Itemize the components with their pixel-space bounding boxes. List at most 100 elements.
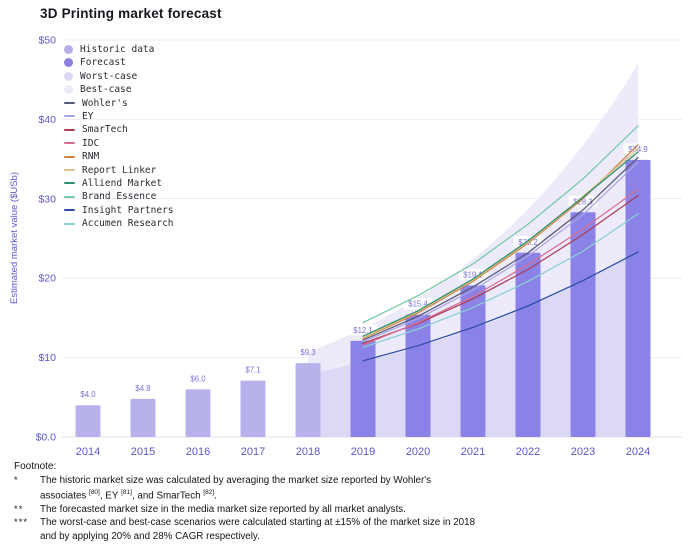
y-tick-label: $20 bbox=[38, 273, 56, 285]
historic-bar bbox=[75, 405, 101, 437]
legend-item-insight-partners: Insight Partners bbox=[64, 205, 174, 216]
legend-item-worst-case: Worst-case bbox=[64, 71, 174, 82]
legend-label: SmarTech bbox=[82, 124, 128, 136]
legend-circle-marker bbox=[64, 71, 73, 81]
y-tick-label: $40 bbox=[38, 114, 56, 126]
bar-value-label: $15.4 bbox=[408, 300, 428, 309]
legend-line-marker bbox=[64, 115, 75, 118]
footnote-citation: [81] bbox=[121, 488, 132, 496]
x-tick-label: 2018 bbox=[296, 446, 320, 458]
bar-value-label: $28.3 bbox=[573, 197, 593, 206]
bars: $4.0$4.8$6.0$7.1$9.3$12.1$15.4$19.1$23.2… bbox=[75, 143, 653, 438]
legend-item-idc: IDC bbox=[64, 138, 174, 149]
legend-label: Historic data bbox=[80, 44, 155, 55]
series-line-insight-partners bbox=[362, 251, 639, 362]
x-tick-label: 2021 bbox=[461, 446, 485, 458]
series-line-report-linker bbox=[362, 148, 639, 339]
forecast-bar bbox=[570, 212, 596, 437]
legend-label: Best-case bbox=[80, 84, 132, 96]
legend-label: Worst-case bbox=[80, 70, 138, 82]
historic-bar bbox=[185, 389, 211, 437]
footnote-items: * The historic market size was calculated… bbox=[14, 474, 574, 544]
x-axis-ticks: 2014 2015 2016 2017 2018 2019 2020 2021 2022 2023… bbox=[76, 446, 650, 458]
y-axis-ticks: $0.0 $10 $20 $30 $40 $50 bbox=[36, 35, 57, 444]
legend-line-marker bbox=[64, 102, 75, 105]
legend-label: EY bbox=[82, 110, 94, 122]
footnote-text: The worst-case and best-case scenarios w… bbox=[40, 517, 476, 543]
historic-bar bbox=[240, 380, 266, 437]
legend-label: RNM bbox=[82, 151, 100, 163]
forecast-bar bbox=[460, 285, 486, 437]
x-tick-label: 2016 bbox=[186, 446, 210, 458]
footnote-text: The historic market size was calculated … bbox=[40, 475, 432, 501]
legend-line-marker bbox=[64, 155, 75, 158]
x-tick-label: 2024 bbox=[626, 446, 650, 458]
legend-label: Insight Partners bbox=[82, 204, 174, 216]
legend-item-wohler-s: Wohler's bbox=[64, 98, 174, 109]
legend-label: IDC bbox=[82, 137, 100, 149]
y-tick-label: $0.0 bbox=[36, 432, 57, 444]
legend-line-marker bbox=[64, 209, 75, 212]
footnote-marker: ** bbox=[14, 503, 24, 515]
footnote-item: ** The forecasted market size in the medi… bbox=[14, 503, 574, 517]
legend-item-best-case: Best-case bbox=[64, 84, 174, 95]
legend-line-marker bbox=[64, 128, 75, 131]
legend-label: Accumen Research bbox=[82, 218, 174, 230]
series-line-wohler-s bbox=[362, 156, 639, 341]
x-tick-label: 2015 bbox=[131, 446, 155, 458]
bar-value-label: $4.0 bbox=[80, 390, 96, 399]
y-tick-label: $30 bbox=[38, 193, 56, 205]
x-tick-label: 2019 bbox=[351, 446, 375, 458]
x-tick-label: 2014 bbox=[76, 446, 100, 458]
bar-value-label: $19.1 bbox=[463, 270, 483, 279]
legend-item-accumen-research: Accumen Research bbox=[64, 218, 174, 229]
legend-circle-marker bbox=[64, 45, 73, 54]
chart-legend: Historic data Forecast Worst-case Best-case… bbox=[64, 44, 174, 229]
legend-item-alliend-market: Alliend Market bbox=[64, 178, 174, 189]
analyst-lines bbox=[362, 125, 639, 362]
chart-title: 3D Printing market forecast bbox=[40, 6, 222, 21]
legend-item-smartech: SmarTech bbox=[64, 124, 174, 135]
x-tick-label: 2017 bbox=[241, 446, 265, 458]
legend-label: Alliend Market bbox=[82, 177, 163, 189]
bar-value-label: $6.0 bbox=[190, 374, 206, 383]
forecast-bar bbox=[350, 340, 376, 437]
legend-line-marker bbox=[64, 222, 75, 225]
legend-item-ey: EY bbox=[64, 111, 174, 122]
legend-item-rnm: RNM bbox=[64, 151, 174, 162]
footnote-citation: [82] bbox=[203, 488, 215, 496]
legend-line-marker bbox=[64, 195, 75, 198]
bar-value-label: $4.8 bbox=[135, 384, 150, 393]
legend-label: Report Linker bbox=[82, 164, 157, 176]
legend-item-report-linker: Report Linker bbox=[64, 165, 174, 176]
legend-circle-marker bbox=[64, 58, 73, 68]
series-line-ey bbox=[362, 161, 639, 343]
series-line-brand-essence bbox=[362, 125, 639, 324]
legend-line-marker bbox=[64, 142, 75, 145]
historic-bar bbox=[130, 398, 156, 437]
footnote-heading: Footnote: bbox=[14, 461, 57, 472]
bar-value-label: $7.1 bbox=[245, 366, 260, 375]
historic-bar bbox=[295, 363, 321, 437]
y-axis-title: Estimated market value ($USb) bbox=[9, 172, 20, 304]
legend-item-brand-essence: Brand Essence bbox=[64, 191, 174, 202]
x-tick-label: 2022 bbox=[516, 446, 540, 458]
bar-value-label: $12.1 bbox=[353, 326, 373, 335]
footnote-citation: [80] bbox=[89, 488, 100, 496]
footnote-text: The forecasted market size in the media … bbox=[40, 503, 406, 515]
legend-line-marker bbox=[64, 182, 75, 185]
series-line-idc bbox=[362, 188, 639, 346]
forecast-bar bbox=[625, 159, 651, 438]
legend-label: Wohler's bbox=[82, 97, 128, 109]
x-tick-label: 2023 bbox=[571, 446, 595, 458]
legend-item-historic-data: Historic data bbox=[64, 44, 174, 55]
x-tick-label: 2020 bbox=[406, 446, 430, 458]
footnote-section: Footnote: * The historic market size was … bbox=[14, 461, 574, 544]
forecast-bar bbox=[405, 314, 431, 437]
legend-label: Forecast bbox=[80, 57, 126, 69]
footnote-item: * The historic market size was calculated… bbox=[14, 474, 574, 503]
y-tick-label: $10 bbox=[38, 352, 56, 364]
legend-item-forecast: Forecast bbox=[64, 57, 174, 68]
